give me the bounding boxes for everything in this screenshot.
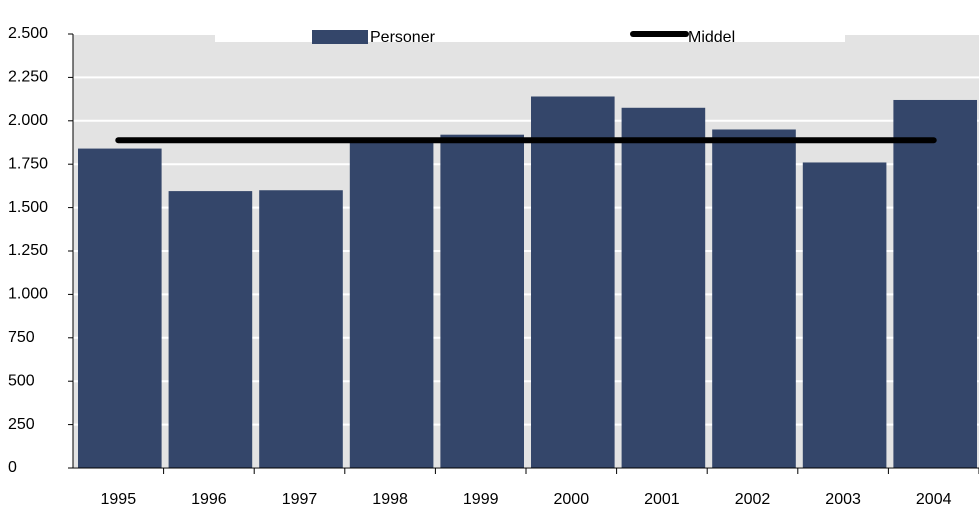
y-tick-label: 1.750: [8, 155, 48, 172]
y-tick-label: 0: [8, 459, 17, 476]
legend-label: Middel: [688, 29, 735, 46]
legend-label: Personer: [370, 29, 436, 46]
bar: [168, 191, 253, 468]
x-tick-label: 1995: [101, 491, 137, 508]
bar: [893, 99, 977, 468]
x-tick-label: 1996: [191, 491, 227, 508]
bar: [349, 141, 434, 468]
legend-swatch: [312, 30, 368, 44]
x-tick-label: 2003: [825, 491, 861, 508]
legend-background: [215, 20, 845, 42]
x-tick-label: 1999: [463, 491, 499, 508]
bar: [802, 162, 887, 469]
x-tick-label: 2000: [554, 491, 590, 508]
bar: [440, 134, 524, 469]
y-tick-label: 750: [8, 329, 35, 346]
x-tick-label: 2004: [916, 491, 952, 508]
bar: [621, 107, 706, 468]
x-tick-label: 2002: [735, 491, 771, 508]
y-tick-label: 2.500: [8, 25, 48, 42]
bar: [78, 148, 162, 469]
y-tick-label: 250: [8, 416, 35, 433]
x-tick-label: 1997: [282, 491, 318, 508]
bar: [531, 96, 615, 468]
bar: [259, 190, 343, 469]
x-tick-label: 1998: [372, 491, 408, 508]
y-tick-label: 1.500: [8, 199, 48, 216]
y-tick-label: 1.250: [8, 242, 48, 259]
bar: [712, 129, 796, 469]
x-tick-label: 2001: [644, 491, 680, 508]
y-tick-label: 2.000: [8, 112, 48, 129]
y-tick-label: 2.250: [8, 69, 48, 86]
y-tick-label: 1.000: [8, 286, 48, 303]
y-tick-label: 500: [8, 372, 35, 389]
